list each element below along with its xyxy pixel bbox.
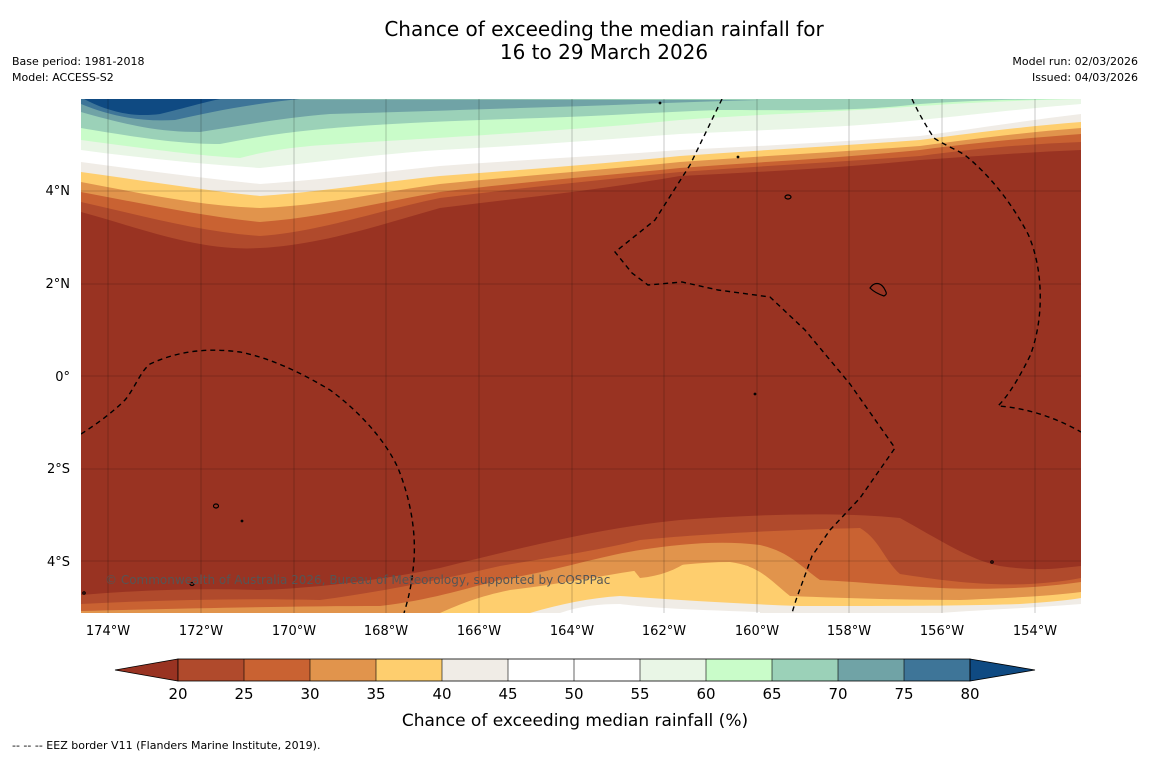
colorbar-tick: 30: [300, 685, 319, 703]
colorbar-segment: [442, 659, 508, 681]
colorbar-tick: 50: [564, 685, 583, 703]
colorbar-tick: 35: [366, 685, 385, 703]
title-line-1: Chance of exceeding the median rainfall …: [384, 17, 824, 41]
eez-borders: [81, 99, 1081, 613]
colorbar-segment: [706, 659, 772, 681]
colorbar-segment: [904, 659, 970, 681]
colorbar-segment: [244, 659, 310, 681]
colorbar-tick: 25: [234, 685, 253, 703]
colorbar-label: Chance of exceeding median rainfall (%): [402, 711, 748, 731]
colorbar-segment: [640, 659, 706, 681]
colorbar-segment: [310, 659, 376, 681]
copyright-text: © Commonwealth of Australia 2026, Bureau…: [105, 573, 610, 587]
band-80-plus-north: [84, 99, 220, 116]
lon-label-174w: 174°W: [86, 624, 130, 639]
colorbar-tick: 75: [894, 685, 913, 703]
issued-date: Issued: 04/03/2026: [1031, 71, 1138, 84]
lon-label-170w: 170°W: [272, 624, 316, 639]
colorbar-tick: 40: [432, 685, 451, 703]
colorbar-segment: [574, 659, 640, 681]
colorbar-segment: [838, 659, 904, 681]
band-45-55-south: [560, 604, 1081, 613]
lon-label-172w: 172°W: [179, 624, 223, 639]
colorbar-segment: [178, 659, 244, 681]
colorbar-tick: 70: [828, 685, 847, 703]
lat-label-2s: 2°S: [47, 462, 70, 477]
colorbar-tick: 65: [762, 685, 781, 703]
lon-label-160w: 160°W: [735, 624, 779, 639]
band-30-35-south: [81, 542, 1081, 613]
colorbar-tick: 45: [498, 685, 517, 703]
colorbar-tick: 60: [696, 685, 715, 703]
model-name: Model: ACCESS-S2: [12, 71, 114, 84]
lat-label-2n: 2°N: [46, 277, 71, 292]
pocket-30-35: [632, 558, 690, 578]
lon-label-162w: 162°W: [642, 624, 686, 639]
colorbar-tick: 20: [168, 685, 187, 703]
title-line-2: 16 to 29 March 2026: [499, 40, 709, 64]
colorbar-tick: 55: [630, 685, 649, 703]
meta-right: Model run: 02/03/2026 Issued: 04/03/2026: [1012, 54, 1138, 86]
colorbar-segment: [508, 659, 574, 681]
meta-left: Base period: 1981-2018 Model: ACCESS-S2: [12, 54, 144, 86]
graticule: [81, 99, 1081, 613]
lat-label-4n: 4°N: [46, 184, 71, 199]
colorbar-segment: [772, 659, 838, 681]
eez-legend-note: -- -- -- EEZ border V11 (Flanders Marine…: [12, 739, 321, 752]
colorbar-over-arrow: [969, 658, 1036, 682]
lon-label-164w: 164°W: [550, 624, 594, 639]
pocket-35-40: [676, 563, 758, 599]
base-period: Base period: 1981-2018: [12, 55, 145, 68]
lon-label-154w: 154°W: [1013, 624, 1057, 639]
lon-label-166w: 166°W: [457, 624, 501, 639]
rainfall-probability-field: [81, 99, 1081, 613]
colorbar-under-arrow: [114, 658, 179, 682]
colorbar-segment: [376, 659, 442, 681]
lon-label-158w: 158°W: [827, 624, 871, 639]
lat-label-4s: 4°S: [47, 555, 70, 570]
band-70-75-north: [81, 99, 760, 132]
model-run: Model run: 02/03/2026: [1012, 55, 1138, 68]
lon-label-156w: 156°W: [920, 624, 964, 639]
lon-label-168w: 168°W: [364, 624, 408, 639]
lat-label-0: 0°: [55, 370, 70, 385]
colorbar: 20 25 30 35 40 45 50 55 60 65 70 75 80 C…: [114, 658, 1036, 731]
islands: [82, 101, 994, 595]
map-title: Chance of exceeding the median rainfall …: [0, 18, 1150, 64]
colorbar-tick: 80: [960, 685, 979, 703]
